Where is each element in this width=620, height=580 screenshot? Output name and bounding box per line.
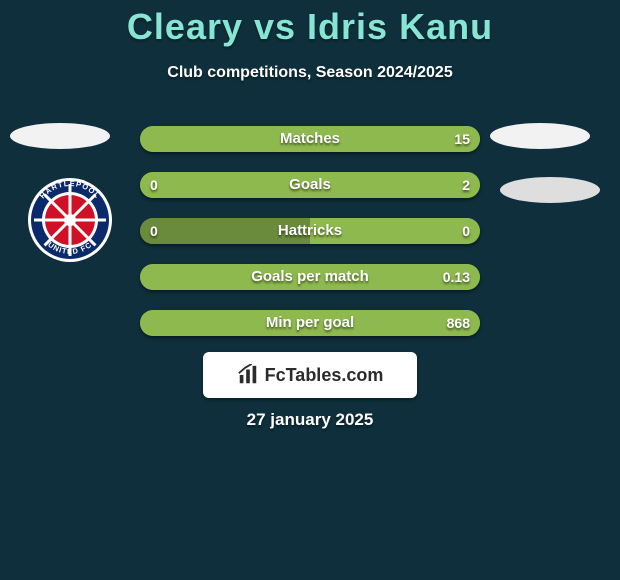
stat-right-value: 868: [447, 310, 470, 336]
stat-right-value: 0.13: [443, 264, 470, 290]
snapshot-date: 27 january 2025: [0, 410, 620, 430]
stat-label: Hattricks: [140, 218, 480, 244]
player-right-ellipse-2: [500, 177, 600, 203]
stat-row: Goals0 2: [140, 172, 480, 198]
brand-fctables-link[interactable]: FcTables.com: [203, 352, 417, 398]
stat-label: Goals per match: [140, 264, 480, 290]
stat-right-value: 2: [462, 172, 470, 198]
bar-chart-icon: [237, 364, 259, 386]
stat-row: Hattricks0 0: [140, 218, 480, 244]
stat-label: Matches: [140, 126, 480, 152]
stat-left-value: 0: [150, 172, 158, 198]
stat-right-value: 0: [462, 218, 470, 244]
stat-row: Min per goal868: [140, 310, 480, 336]
stat-row: Goals per match0.13: [140, 264, 480, 290]
stat-label: Goals: [140, 172, 480, 198]
stat-right-value: 15: [454, 126, 470, 152]
page-title: Cleary vs Idris Kanu: [0, 6, 620, 48]
stat-left-value: 0: [150, 218, 158, 244]
player-right-ellipse: [490, 123, 590, 149]
brand-text: FcTables.com: [265, 365, 384, 386]
player-left-ellipse: [10, 123, 110, 149]
subtitle: Club competitions, Season 2024/2025: [0, 64, 620, 82]
stat-row: Matches15: [140, 126, 480, 152]
club-crest-hartlepool: HARTLEPOOLUNITED FC: [28, 178, 112, 262]
comparison-bars: Matches15Goals02Hattricks00Goals per mat…: [140, 126, 480, 356]
stat-label: Min per goal: [140, 310, 480, 336]
